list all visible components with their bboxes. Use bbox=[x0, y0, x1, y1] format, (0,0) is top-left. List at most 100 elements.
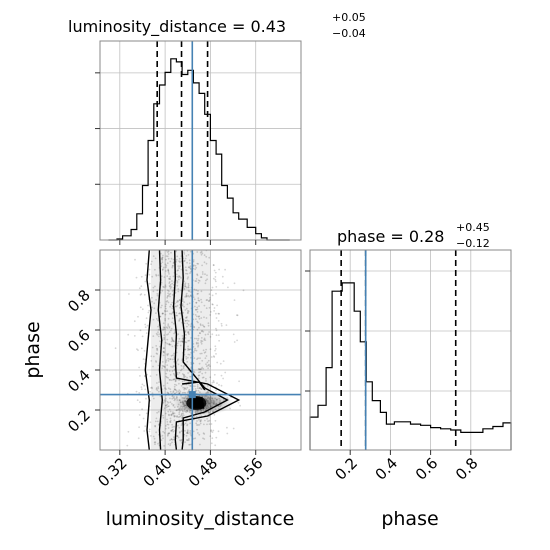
scatter-point bbox=[184, 316, 187, 319]
scatter-point bbox=[187, 286, 190, 288]
scatter-point bbox=[196, 293, 199, 295]
scatter-point bbox=[165, 404, 168, 407]
scatter-point bbox=[155, 318, 158, 320]
scatter-point bbox=[187, 331, 190, 333]
scatter-point bbox=[140, 386, 143, 388]
scatter-point bbox=[226, 432, 229, 435]
scatter-point bbox=[197, 377, 200, 380]
scatter-point bbox=[170, 257, 173, 260]
scatter-point bbox=[187, 347, 189, 350]
scatter-point bbox=[189, 272, 191, 274]
scatter-point bbox=[161, 256, 164, 259]
scatter-point bbox=[217, 334, 220, 336]
scatter-point bbox=[172, 354, 174, 357]
scatter-point bbox=[177, 333, 180, 336]
scatter-point bbox=[172, 339, 174, 342]
scatter-point bbox=[173, 425, 175, 428]
scatter-point bbox=[187, 345, 190, 348]
scatter-point bbox=[178, 431, 181, 433]
scatter-point bbox=[154, 425, 157, 428]
scatter-point bbox=[181, 414, 183, 417]
scatter-point bbox=[155, 361, 158, 363]
scatter-point bbox=[197, 344, 200, 347]
scatter-point bbox=[171, 366, 174, 369]
scatter-point bbox=[184, 422, 187, 425]
scatter-point bbox=[175, 250, 178, 253]
scatter-point bbox=[149, 390, 151, 393]
scatter-point bbox=[140, 275, 143, 278]
scatter-point bbox=[165, 375, 168, 378]
scatter-point bbox=[140, 347, 143, 350]
scatter-point bbox=[169, 365, 172, 368]
scatter-point bbox=[200, 337, 203, 339]
scatter-point bbox=[161, 304, 163, 307]
scatter-point bbox=[199, 323, 202, 325]
scatter-point bbox=[205, 255, 208, 258]
scatter-point bbox=[186, 310, 189, 312]
scatter-point bbox=[171, 266, 174, 269]
scatter-point bbox=[179, 415, 182, 417]
scatter-point bbox=[168, 278, 171, 280]
scatter-point bbox=[214, 444, 217, 447]
scatter-point bbox=[180, 417, 183, 419]
scatter-point bbox=[155, 431, 158, 434]
scatter-point bbox=[157, 274, 160, 277]
scatter-point bbox=[210, 423, 213, 425]
scatter-point bbox=[175, 260, 178, 263]
scatter-point bbox=[183, 374, 186, 377]
scatter-point bbox=[152, 286, 155, 289]
scatter-point bbox=[218, 339, 221, 342]
scatter-point bbox=[152, 397, 155, 400]
scatter-point bbox=[201, 366, 204, 369]
scatter-point bbox=[238, 380, 241, 383]
scatter-point bbox=[203, 384, 206, 386]
panel-scatter-frame bbox=[99, 249, 302, 451]
scatter-point bbox=[202, 330, 205, 333]
scatter-point bbox=[185, 269, 188, 272]
title-luminosity-distance-value: luminosity_distance = 0.43 bbox=[68, 17, 286, 37]
scatter-point bbox=[144, 425, 147, 428]
scatter-point bbox=[166, 255, 169, 258]
scatter-point bbox=[199, 251, 202, 254]
scatter-point bbox=[177, 300, 180, 303]
scatter-point bbox=[172, 340, 175, 343]
scatter-point bbox=[167, 443, 170, 446]
scatter-point bbox=[187, 340, 190, 342]
scatter-point bbox=[155, 273, 158, 276]
scatter-point bbox=[164, 387, 166, 390]
scatter-point bbox=[173, 374, 176, 376]
scatter-point bbox=[214, 271, 217, 274]
scatter-point bbox=[161, 261, 164, 263]
scatter-point bbox=[200, 367, 203, 370]
scatter-point bbox=[185, 334, 187, 336]
scatter-point bbox=[179, 392, 181, 394]
scatter-point bbox=[153, 437, 156, 440]
scatter-point bbox=[156, 347, 158, 350]
scatter-point bbox=[175, 314, 178, 317]
scatter-point bbox=[187, 432, 190, 435]
scatter-point bbox=[224, 268, 227, 271]
scatter-point bbox=[209, 376, 212, 379]
scatter-point bbox=[184, 391, 187, 394]
scatter-point bbox=[144, 280, 147, 283]
scatter-point bbox=[184, 441, 187, 443]
scatter-point bbox=[172, 322, 175, 325]
scatter-point bbox=[186, 261, 189, 264]
tick-label-luminosity-distance-1: 0.40 bbox=[140, 454, 176, 490]
scatter-point bbox=[127, 293, 130, 295]
scatter-point bbox=[172, 397, 175, 399]
scatter-point bbox=[169, 419, 172, 422]
scatter-point bbox=[185, 294, 188, 297]
scatter-point bbox=[169, 421, 172, 424]
scatter-point bbox=[175, 395, 178, 398]
scatter-point bbox=[214, 348, 217, 350]
scatter-point bbox=[186, 424, 189, 427]
scatter-point bbox=[168, 285, 171, 287]
scatter-point bbox=[177, 424, 179, 427]
scatter-point bbox=[158, 381, 161, 384]
scatter-point bbox=[171, 338, 174, 341]
scatter-point bbox=[185, 341, 188, 344]
scatter-point bbox=[175, 312, 178, 314]
scatter-point bbox=[147, 304, 149, 307]
scatter-point bbox=[203, 433, 206, 435]
